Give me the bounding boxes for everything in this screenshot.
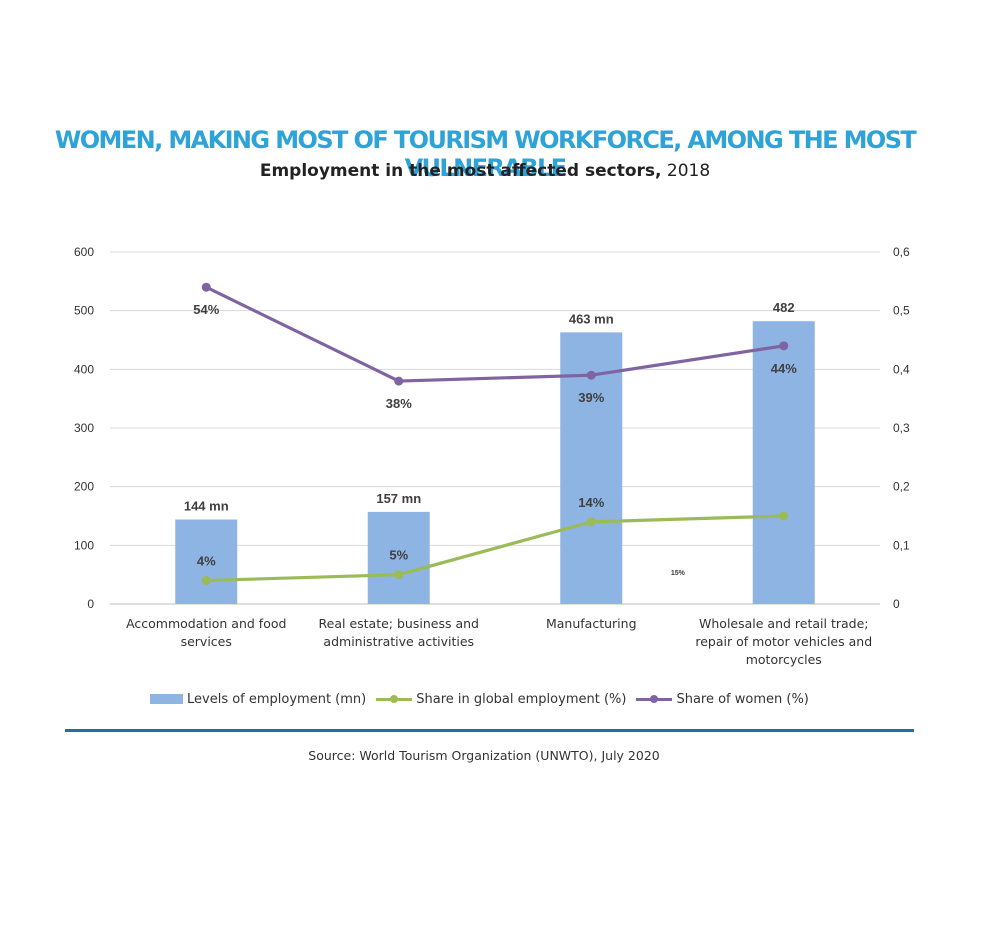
legend-swatch-bar bbox=[150, 694, 183, 704]
x-tick-label: services bbox=[181, 634, 232, 649]
y2-tick-label: 0 bbox=[893, 597, 900, 611]
subtitle-year: 2018 bbox=[661, 161, 711, 181]
series-line bbox=[205, 285, 784, 383]
series-point bbox=[779, 511, 789, 521]
bar bbox=[367, 511, 430, 604]
x-tick-label: Wholesale and retail trade; bbox=[699, 616, 868, 631]
series-point bbox=[201, 282, 211, 292]
series-point bbox=[201, 576, 211, 586]
legend-label-employment: Levels of employment (mn) bbox=[187, 691, 367, 707]
line-data-label: 39% bbox=[578, 390, 604, 405]
legend-label-share-global: Share in global employment (%) bbox=[416, 691, 627, 707]
x-tick-label: Accommodation and food bbox=[126, 616, 286, 631]
line-data-label: 54% bbox=[193, 302, 219, 317]
bar bbox=[175, 519, 238, 604]
line-data-label: 44% bbox=[771, 361, 797, 376]
y-tick-label: 300 bbox=[74, 421, 94, 435]
line-data-label: 4% bbox=[197, 554, 216, 569]
y2-tick-label: 0,6 bbox=[893, 245, 910, 259]
line-data-label: 38% bbox=[386, 396, 412, 411]
y-tick-label: 200 bbox=[74, 480, 94, 494]
line-data-label: 14% bbox=[578, 495, 604, 510]
y-tick-label: 0 bbox=[87, 597, 94, 611]
chart-title: WOMEN, MAKING MOST OF TOURISM WORKFORCE,… bbox=[54, 126, 917, 182]
source-note: Source: World Tourism Organization (UNWT… bbox=[308, 748, 660, 763]
x-tick-label: administrative activities bbox=[323, 634, 474, 649]
x-tick-label: repair of motor vehicles and bbox=[695, 634, 872, 649]
x-tick-label: motorcycles bbox=[746, 652, 822, 667]
y2-tick-label: 0,1 bbox=[893, 538, 910, 552]
x-tick-label: Manufacturing bbox=[546, 616, 637, 631]
bar-data-label: 463 mn bbox=[569, 311, 614, 326]
series-point bbox=[586, 370, 596, 380]
bar bbox=[752, 321, 815, 604]
x-tick-label: Real estate; business and bbox=[319, 616, 479, 631]
legend-swatch-line-green bbox=[376, 694, 413, 704]
series-point bbox=[394, 570, 404, 580]
line-data-label: 5% bbox=[389, 548, 408, 563]
y-tick-label: 500 bbox=[74, 304, 94, 318]
legend-item-share-global: Share in global employment (%) bbox=[376, 692, 626, 707]
y-tick-label: 600 bbox=[74, 245, 94, 259]
chart-subtitle: Employment in the most affected sectors,… bbox=[0, 161, 970, 181]
divider-rule bbox=[65, 729, 914, 732]
y-tick-label: 400 bbox=[74, 362, 94, 376]
legend-swatch-line-purple bbox=[636, 694, 673, 704]
legend-item-share-women: Share of women (%) bbox=[636, 691, 809, 707]
y2-tick-label: 0,4 bbox=[893, 362, 910, 376]
y2-tick-label: 0,5 bbox=[893, 304, 910, 318]
y2-tick-label: 0,3 bbox=[893, 421, 910, 435]
y2-tick-label: 0,2 bbox=[893, 480, 910, 494]
y-tick-label: 100 bbox=[74, 538, 94, 552]
bar-data-label: 144 mn bbox=[184, 499, 229, 514]
bar-data-label: 482 bbox=[773, 300, 795, 315]
subtitle-bold: Employment in the most affected sectors, bbox=[259, 161, 662, 181]
chart-legend: Levels of employment (mn) Share in globa… bbox=[150, 689, 819, 709]
legend-item-employment: Levels of employment (mn) bbox=[150, 692, 366, 707]
series-point bbox=[779, 341, 789, 351]
series-point bbox=[586, 517, 596, 527]
bar-data-label: 157 mn bbox=[376, 491, 421, 506]
line-data-label: 15% bbox=[671, 570, 686, 577]
legend-label-share-women: Share of women (%) bbox=[676, 691, 809, 707]
series-point bbox=[394, 376, 404, 386]
series-line bbox=[206, 514, 784, 583]
